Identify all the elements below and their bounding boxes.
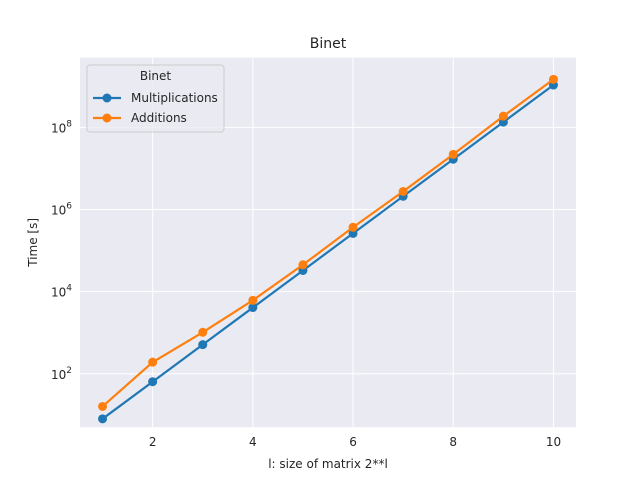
data-point (148, 357, 158, 367)
legend-item: Additions (93, 111, 187, 125)
x-tick-label: 10 (546, 435, 561, 449)
data-point (298, 260, 308, 270)
x-tick-label: 2 (149, 435, 157, 449)
data-point (398, 186, 408, 196)
legend: Binet Multiplications Additions (86, 64, 225, 133)
y-axis-label: Time [s] (26, 218, 40, 268)
legend-items: Multiplications Additions (93, 91, 218, 125)
legend-title: Binet (140, 69, 172, 83)
legend-box (86, 64, 225, 133)
legend-label: Additions (131, 111, 187, 125)
x-tick-label: 4 (249, 435, 257, 449)
x-tick-label: 8 (449, 435, 457, 449)
y-tick-exponent: 8 (66, 119, 72, 129)
y-tick-exponent: 6 (66, 202, 72, 212)
x-axis-label: l: size of matrix 2**l (268, 457, 388, 471)
legend-item: Multiplications (93, 91, 218, 105)
series-line (101, 78, 555, 408)
legend-marker (102, 113, 112, 123)
y-tick-base: 10 (51, 286, 66, 300)
y-tick-label: 108 (51, 119, 72, 135)
y-tick-exponent: 2 (66, 366, 72, 376)
x-tick-label: 6 (349, 435, 357, 449)
data-point (98, 414, 108, 424)
chart-title: Binet (310, 36, 347, 52)
y-tick-label: 102 (51, 366, 72, 382)
y-tick-label: 104 (51, 284, 72, 300)
data-point (248, 303, 258, 313)
data-point (548, 74, 558, 84)
y-tick-base: 10 (51, 204, 66, 218)
series-line (101, 84, 555, 420)
series-additions (98, 74, 558, 411)
series-layer (98, 74, 558, 424)
data-point (198, 327, 208, 337)
data-point (198, 340, 208, 350)
y-tick-base: 10 (51, 368, 66, 382)
data-point (248, 295, 258, 305)
data-point (148, 377, 158, 387)
data-point (498, 111, 508, 121)
data-point (448, 149, 458, 159)
data-point (348, 222, 358, 232)
legend-marker (102, 93, 112, 103)
legend-label: Multiplications (131, 91, 218, 105)
y-tick-base: 10 (51, 121, 66, 135)
y-tick-label: 106 (51, 202, 72, 218)
y-tick-exponent: 4 (66, 284, 72, 294)
data-point (98, 401, 108, 411)
